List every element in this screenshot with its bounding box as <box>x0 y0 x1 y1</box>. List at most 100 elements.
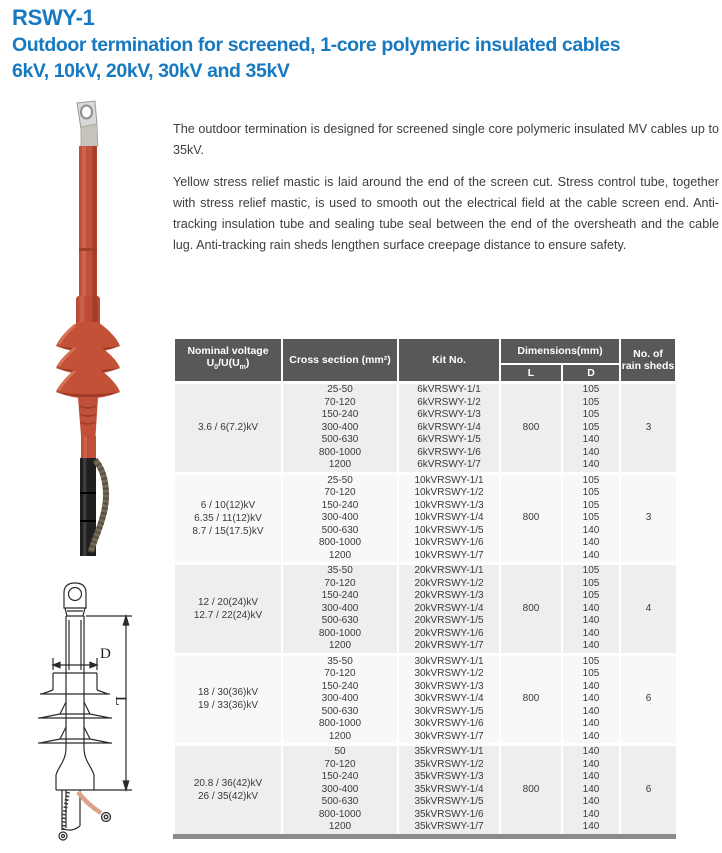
table-row: 18 / 30(36)kV 19 / 33(36)kV 35-50 30kVRSWY-… <box>173 652 676 745</box>
table-row: 150-240 6kVRSWY-1/3 105 <box>174 409 676 422</box>
cable-tails-drawing <box>58 790 112 841</box>
kit-no-cell: 35kVRSWY-1/7 <box>397 821 500 836</box>
table-row: 70-120 30kVRSWY-1/2 105 <box>174 668 676 681</box>
kit-no-cell: 30kVRSWY-1/4 <box>397 693 500 706</box>
table-row: 1200 10kVRSWY-1/7 140 <box>174 549 676 564</box>
voltage-line: 20.8 / 36(42)kV <box>193 777 263 789</box>
kit-no-cell: 20kVRSWY-1/2 <box>397 577 500 590</box>
dimension-d-cell: 140 <box>561 602 620 615</box>
dimension-d-cell: 105 <box>561 562 620 578</box>
dimension-d-cell: 140 <box>561 446 620 459</box>
kit-no-cell: 35kVRSWY-1/5 <box>397 796 500 809</box>
dimension-d-cell: 140 <box>561 549 620 564</box>
nominal-voltage-cell: 3.6 / 6(7.2)kV <box>173 381 282 473</box>
table-row: 1200 35kVRSWY-1/7 140 <box>174 821 676 836</box>
col-header-cross-section: Cross section (mm²) <box>281 337 399 384</box>
page-subtitle: 6kV, 10kV, 20kV, 30kV and 35kV <box>12 60 290 82</box>
header-row-main: Nominal voltage U0/U(Um) Cross section (… <box>173 337 677 384</box>
cable-lug-drawing <box>63 582 87 617</box>
col-header-rain-sheds: No. of rain sheds <box>619 337 677 384</box>
dimension-l-cell: 800 <box>499 471 562 564</box>
table-row: 20.8 / 36(42)kV 26 / 35(42)kV 50 35kVRSWY-1… <box>173 743 676 836</box>
table-row: 70-120 20kVRSWY-1/2 105 <box>174 577 676 590</box>
cross-section-cell: 150-240 <box>281 590 398 603</box>
kit-no-cell: 30kVRSWY-1/5 <box>397 705 500 718</box>
description: The outdoor termination is designed for … <box>173 119 719 267</box>
spec-table-header: Nominal voltage U0/U(Um) Cross section (… <box>173 337 677 384</box>
table-row: 500-630 6kVRSWY-1/5 140 <box>174 434 676 447</box>
voltage-group-1: 3.6 / 6(7.2)kV 25-50 6kVRSWY-1/1 800 105 3 70-… <box>173 381 676 473</box>
table-row: 150-240 20kVRSWY-1/3 105 <box>174 590 676 603</box>
cross-section-cell: 150-240 <box>281 499 398 512</box>
table-row: 800-1000 10kVRSWY-1/6 140 <box>174 537 676 550</box>
cross-section-cell: 800-1000 <box>281 537 398 550</box>
termination-photo-figure <box>56 100 120 556</box>
col-header-nominal-voltage: Nominal voltage U0/U(Um) <box>173 337 283 384</box>
dimension-d-cell: 140 <box>561 821 620 836</box>
nominal-voltage-cell: 20.8 / 36(42)kV 26 / 35(42)kV <box>173 743 282 836</box>
rain-sheds-photo <box>56 322 120 399</box>
dimension-d-cell: 105 <box>561 590 620 603</box>
cable-lug-photo <box>76 100 99 149</box>
voltage-line: 6 / 10(12)kV <box>200 499 256 511</box>
dimension-d-cell: 140 <box>561 808 620 821</box>
dimension-l-cell: 800 <box>499 381 562 473</box>
dimension-d-cell: 140 <box>561 615 620 628</box>
kit-no-cell: 20kVRSWY-1/1 <box>397 562 500 578</box>
dimension-d-lines <box>51 658 99 670</box>
table-row: 1200 30kVRSWY-1/7 140 <box>174 730 676 745</box>
kit-no-cell: 6kVRSWY-1/2 <box>397 396 500 409</box>
cross-section-cell: 150-240 <box>281 771 398 784</box>
dimension-d-cell: 105 <box>561 409 620 422</box>
cross-section-cell: 70-120 <box>281 396 398 409</box>
kit-no-cell: 35kVRSWY-1/1 <box>397 743 500 759</box>
cross-section-cell: 150-240 <box>281 409 398 422</box>
cross-section-cell: 500-630 <box>281 796 398 809</box>
dimension-d-cell: 140 <box>561 537 620 550</box>
cross-section-cell: 150-240 <box>281 680 398 693</box>
dimension-l-cell: 800 <box>499 562 562 654</box>
dimension-d-cell: 105 <box>561 512 620 525</box>
dimension-d-cell: 105 <box>561 499 620 512</box>
voltage-line: 3.6 / 6(7.2)kV <box>197 422 259 434</box>
table-row: 300-400 6kVRSWY-1/4 105 <box>174 421 676 434</box>
kit-no-cell: 6kVRSWY-1/5 <box>397 434 500 447</box>
cross-section-cell: 800-1000 <box>281 446 398 459</box>
rain-sheds-cell: 4 <box>619 562 676 654</box>
cross-section-cell: 1200 <box>281 459 398 473</box>
table-row: 12 / 20(24)kV 12.7 / 22(24)kV 35-50 20kVRSW… <box>173 562 676 654</box>
dimension-l-cell: 800 <box>499 743 562 836</box>
nominal-voltage-cell: 18 / 30(36)kV 19 / 33(36)kV <box>173 652 282 745</box>
nominal-voltage-symbol: U0/U(Um) <box>206 357 250 372</box>
title-block: RSWY-1 Outdoor termination for screened,… <box>12 3 718 84</box>
description-paragraph-1: The outdoor termination is designed for … <box>173 122 719 157</box>
rain-sheds-cell: 6 <box>619 652 676 745</box>
table-row: 150-240 10kVRSWY-1/3 105 <box>174 499 676 512</box>
table-row: 6 / 10(12)kV 6.35 / 11(12)kV 8.7 / 15(17.5… <box>173 471 676 564</box>
kit-no-cell: 10kVRSWY-1/1 <box>397 471 500 487</box>
dimension-d-cell: 105 <box>561 421 620 434</box>
cross-section-cell: 300-400 <box>281 421 398 434</box>
voltage-line: 12.7 / 22(24)kV <box>193 609 263 621</box>
kit-no-cell: 30kVRSWY-1/3 <box>397 680 500 693</box>
kit-no-cell: 20kVRSWY-1/7 <box>397 640 500 654</box>
dimension-l-lines <box>86 613 132 793</box>
table-row: 300-400 35kVRSWY-1/4 140 <box>174 783 676 796</box>
cross-section-cell: 500-630 <box>281 705 398 718</box>
table-row: 150-240 30kVRSWY-1/3 140 <box>174 680 676 693</box>
col-header-dim-d: D <box>561 363 621 384</box>
table-row: 70-120 10kVRSWY-1/2 105 <box>174 487 676 500</box>
rain-sheds-cell: 6 <box>619 743 676 836</box>
kit-no-cell: 10kVRSWY-1/3 <box>397 499 500 512</box>
kit-no-cell: 6kVRSWY-1/1 <box>397 381 500 397</box>
dimension-l-cell: 800 <box>499 652 562 745</box>
dimension-d-cell: 105 <box>561 381 620 397</box>
cross-section-cell: 500-630 <box>281 434 398 447</box>
dimension-d-cell: 105 <box>561 396 620 409</box>
dimension-d-cell: 140 <box>561 730 620 745</box>
table-row: 800-1000 20kVRSWY-1/6 140 <box>174 627 676 640</box>
voltage-line: 12 / 20(24)kV <box>197 596 259 608</box>
kit-no-cell: 30kVRSWY-1/6 <box>397 718 500 731</box>
table-row: 800-1000 6kVRSWY-1/6 140 <box>174 446 676 459</box>
dimension-d-cell: 140 <box>561 796 620 809</box>
